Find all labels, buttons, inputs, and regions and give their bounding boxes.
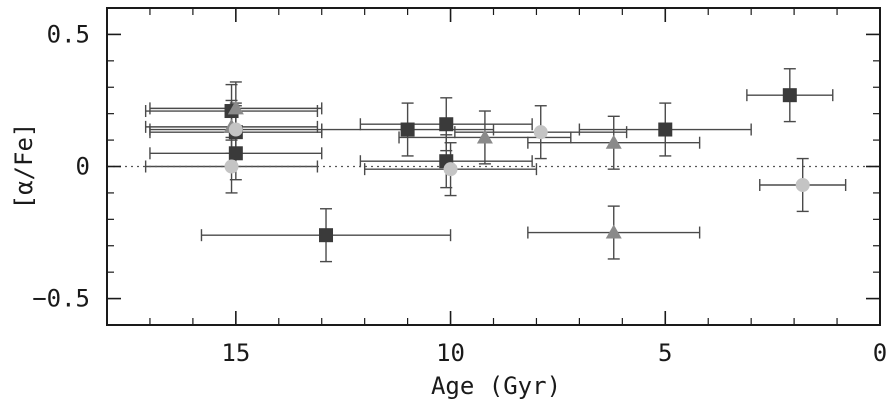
data-point-square [319,228,334,243]
data-point-triangle [605,224,622,239]
data-point-triangle [227,100,244,115]
x-tick-label: 0 [873,339,887,367]
markers-layer [223,88,810,243]
data-point-triangle [605,134,622,149]
tick-labels-layer: 15 10 5 0 0.5 0 −0.5 [32,20,887,367]
y-tick-label: 0 [76,153,90,181]
y-tick-label: 0.5 [47,20,90,48]
data-point-light [224,159,239,174]
data-point-square [228,146,243,161]
data-point-square [782,88,797,103]
data-point-square [439,117,454,132]
errorbars-layer [144,68,847,263]
y-tick-label: −0.5 [32,285,90,313]
data-point-triangle [476,129,493,144]
data-point-light [443,162,458,177]
x-tick-label: 10 [436,339,465,367]
x-tick-label: 5 [658,339,672,367]
x-tick-label: 15 [221,339,250,367]
axes-layer [106,7,881,326]
data-point-light [795,177,810,192]
x-axis-title: Age (Gyr) [431,372,561,400]
data-point-square [658,122,673,137]
data-point-light [228,122,243,137]
data-point-light [533,125,548,140]
data-point-square [400,122,415,137]
y-axis-title: [α/Fe] [10,123,38,210]
